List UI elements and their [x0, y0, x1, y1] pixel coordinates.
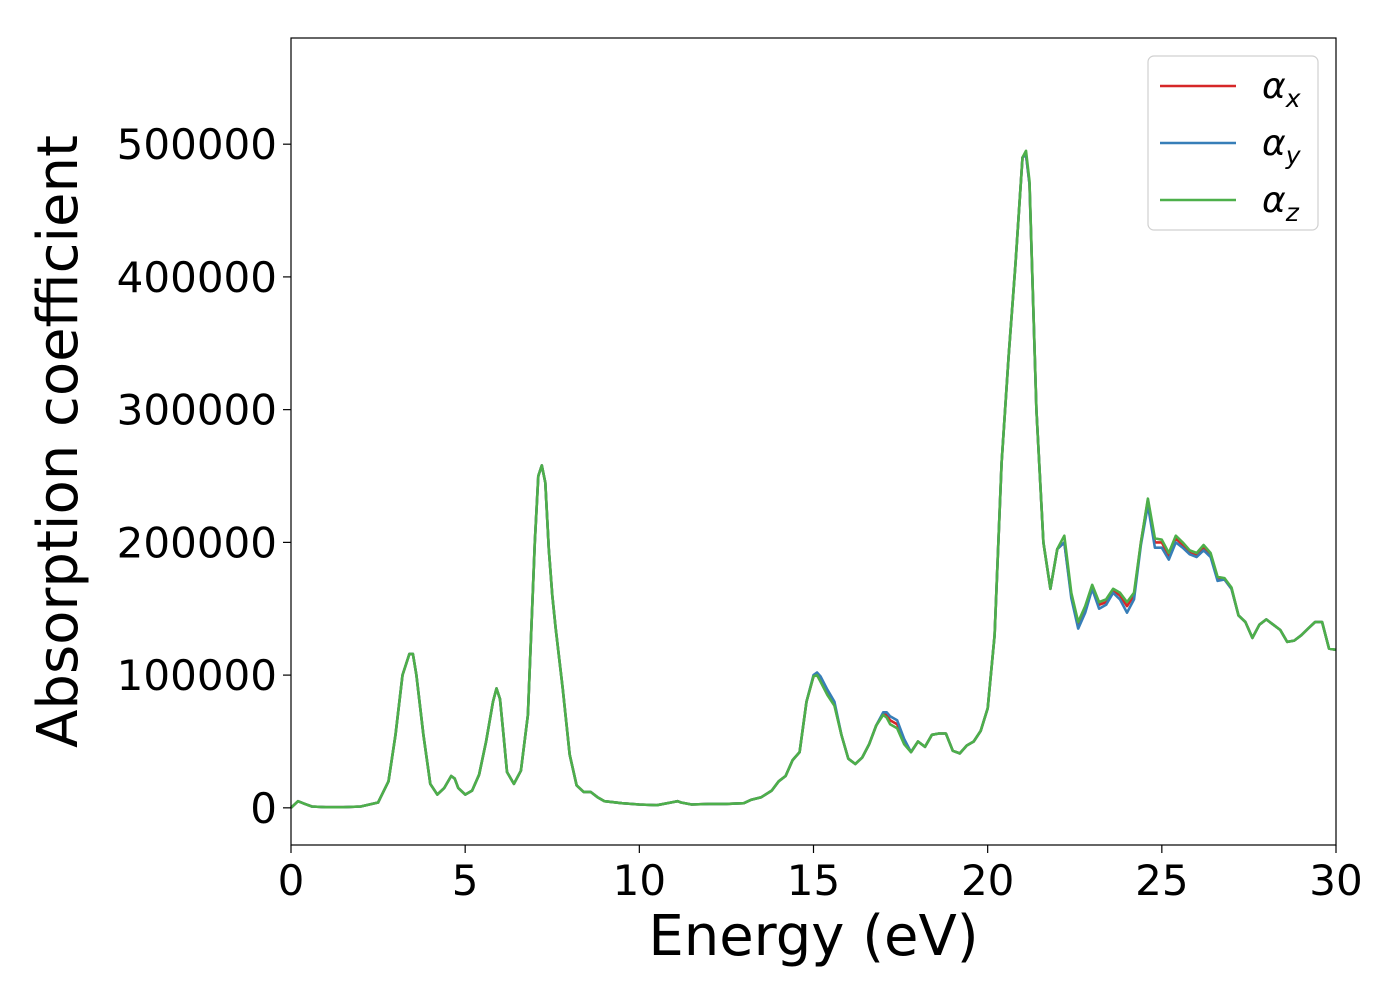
y-axis-title: Absorption coefficient [26, 135, 91, 748]
series-layer [290, 149, 1337, 809]
x-tick-label: 15 [787, 856, 840, 905]
legend-label: αy [1262, 123, 1302, 170]
y-tick-label: 500000 [117, 120, 277, 169]
x-tick-label: 25 [1135, 856, 1188, 905]
x-tick-label: 20 [961, 856, 1014, 905]
x-axis-title: Energy (eV) [648, 904, 978, 969]
y-tick-label: 300000 [117, 386, 277, 435]
legend-label: αz [1262, 180, 1300, 227]
y-tick-label: 100000 [117, 651, 277, 700]
y-axis-ticks: 0 100000 200000 300000 400000 500000 [117, 120, 291, 833]
y-tick-label: 400000 [117, 253, 277, 302]
y-tick-label: 200000 [117, 518, 277, 567]
x-tick-label: 0 [278, 856, 305, 905]
y-tick-label: 0 [250, 784, 277, 833]
series-line-2 [290, 153, 1337, 809]
series-line-1 [290, 153, 1337, 809]
x-tick-label: 10 [613, 856, 666, 905]
x-tick-label: 5 [452, 856, 479, 905]
legend-label: αx [1262, 66, 1301, 113]
legend: αx αy αz [1147, 55, 1319, 231]
series-line-3 [290, 149, 1337, 809]
x-axis-ticks: 0 5 10 15 20 25 30 [278, 845, 1363, 905]
x-tick-label: 30 [1309, 856, 1362, 905]
